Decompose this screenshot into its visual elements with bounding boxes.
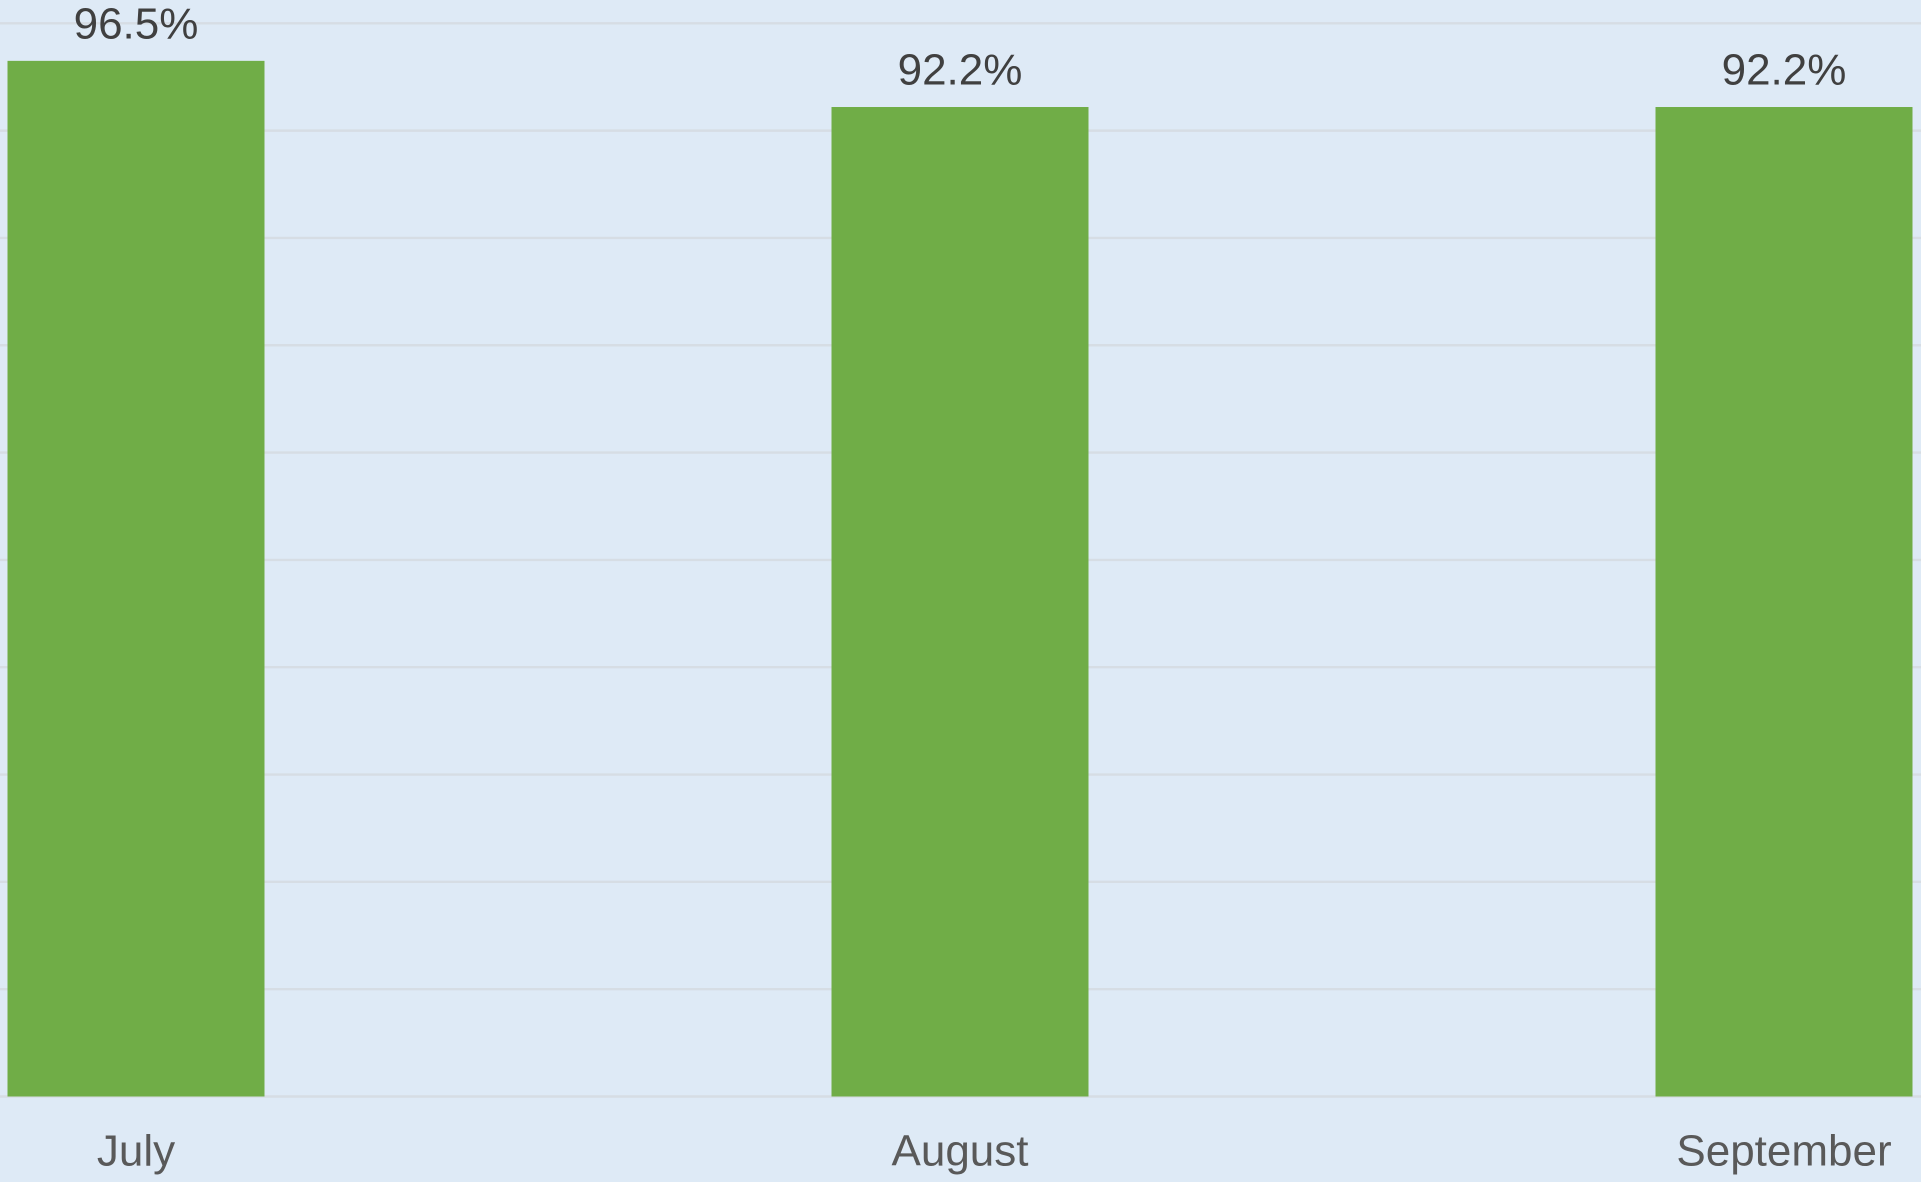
- x-tick-label: July: [97, 1127, 175, 1176]
- x-tick-label: September: [1676, 1127, 1891, 1176]
- data-label: 92.2%: [898, 46, 1023, 95]
- bar: [831, 107, 1089, 1097]
- bar: [7, 60, 265, 1097]
- bar: [1655, 107, 1913, 1097]
- data-label: 92.2%: [1722, 46, 1847, 95]
- x-tick-label: August: [892, 1127, 1029, 1176]
- data-label: 96.5%: [74, 0, 199, 48]
